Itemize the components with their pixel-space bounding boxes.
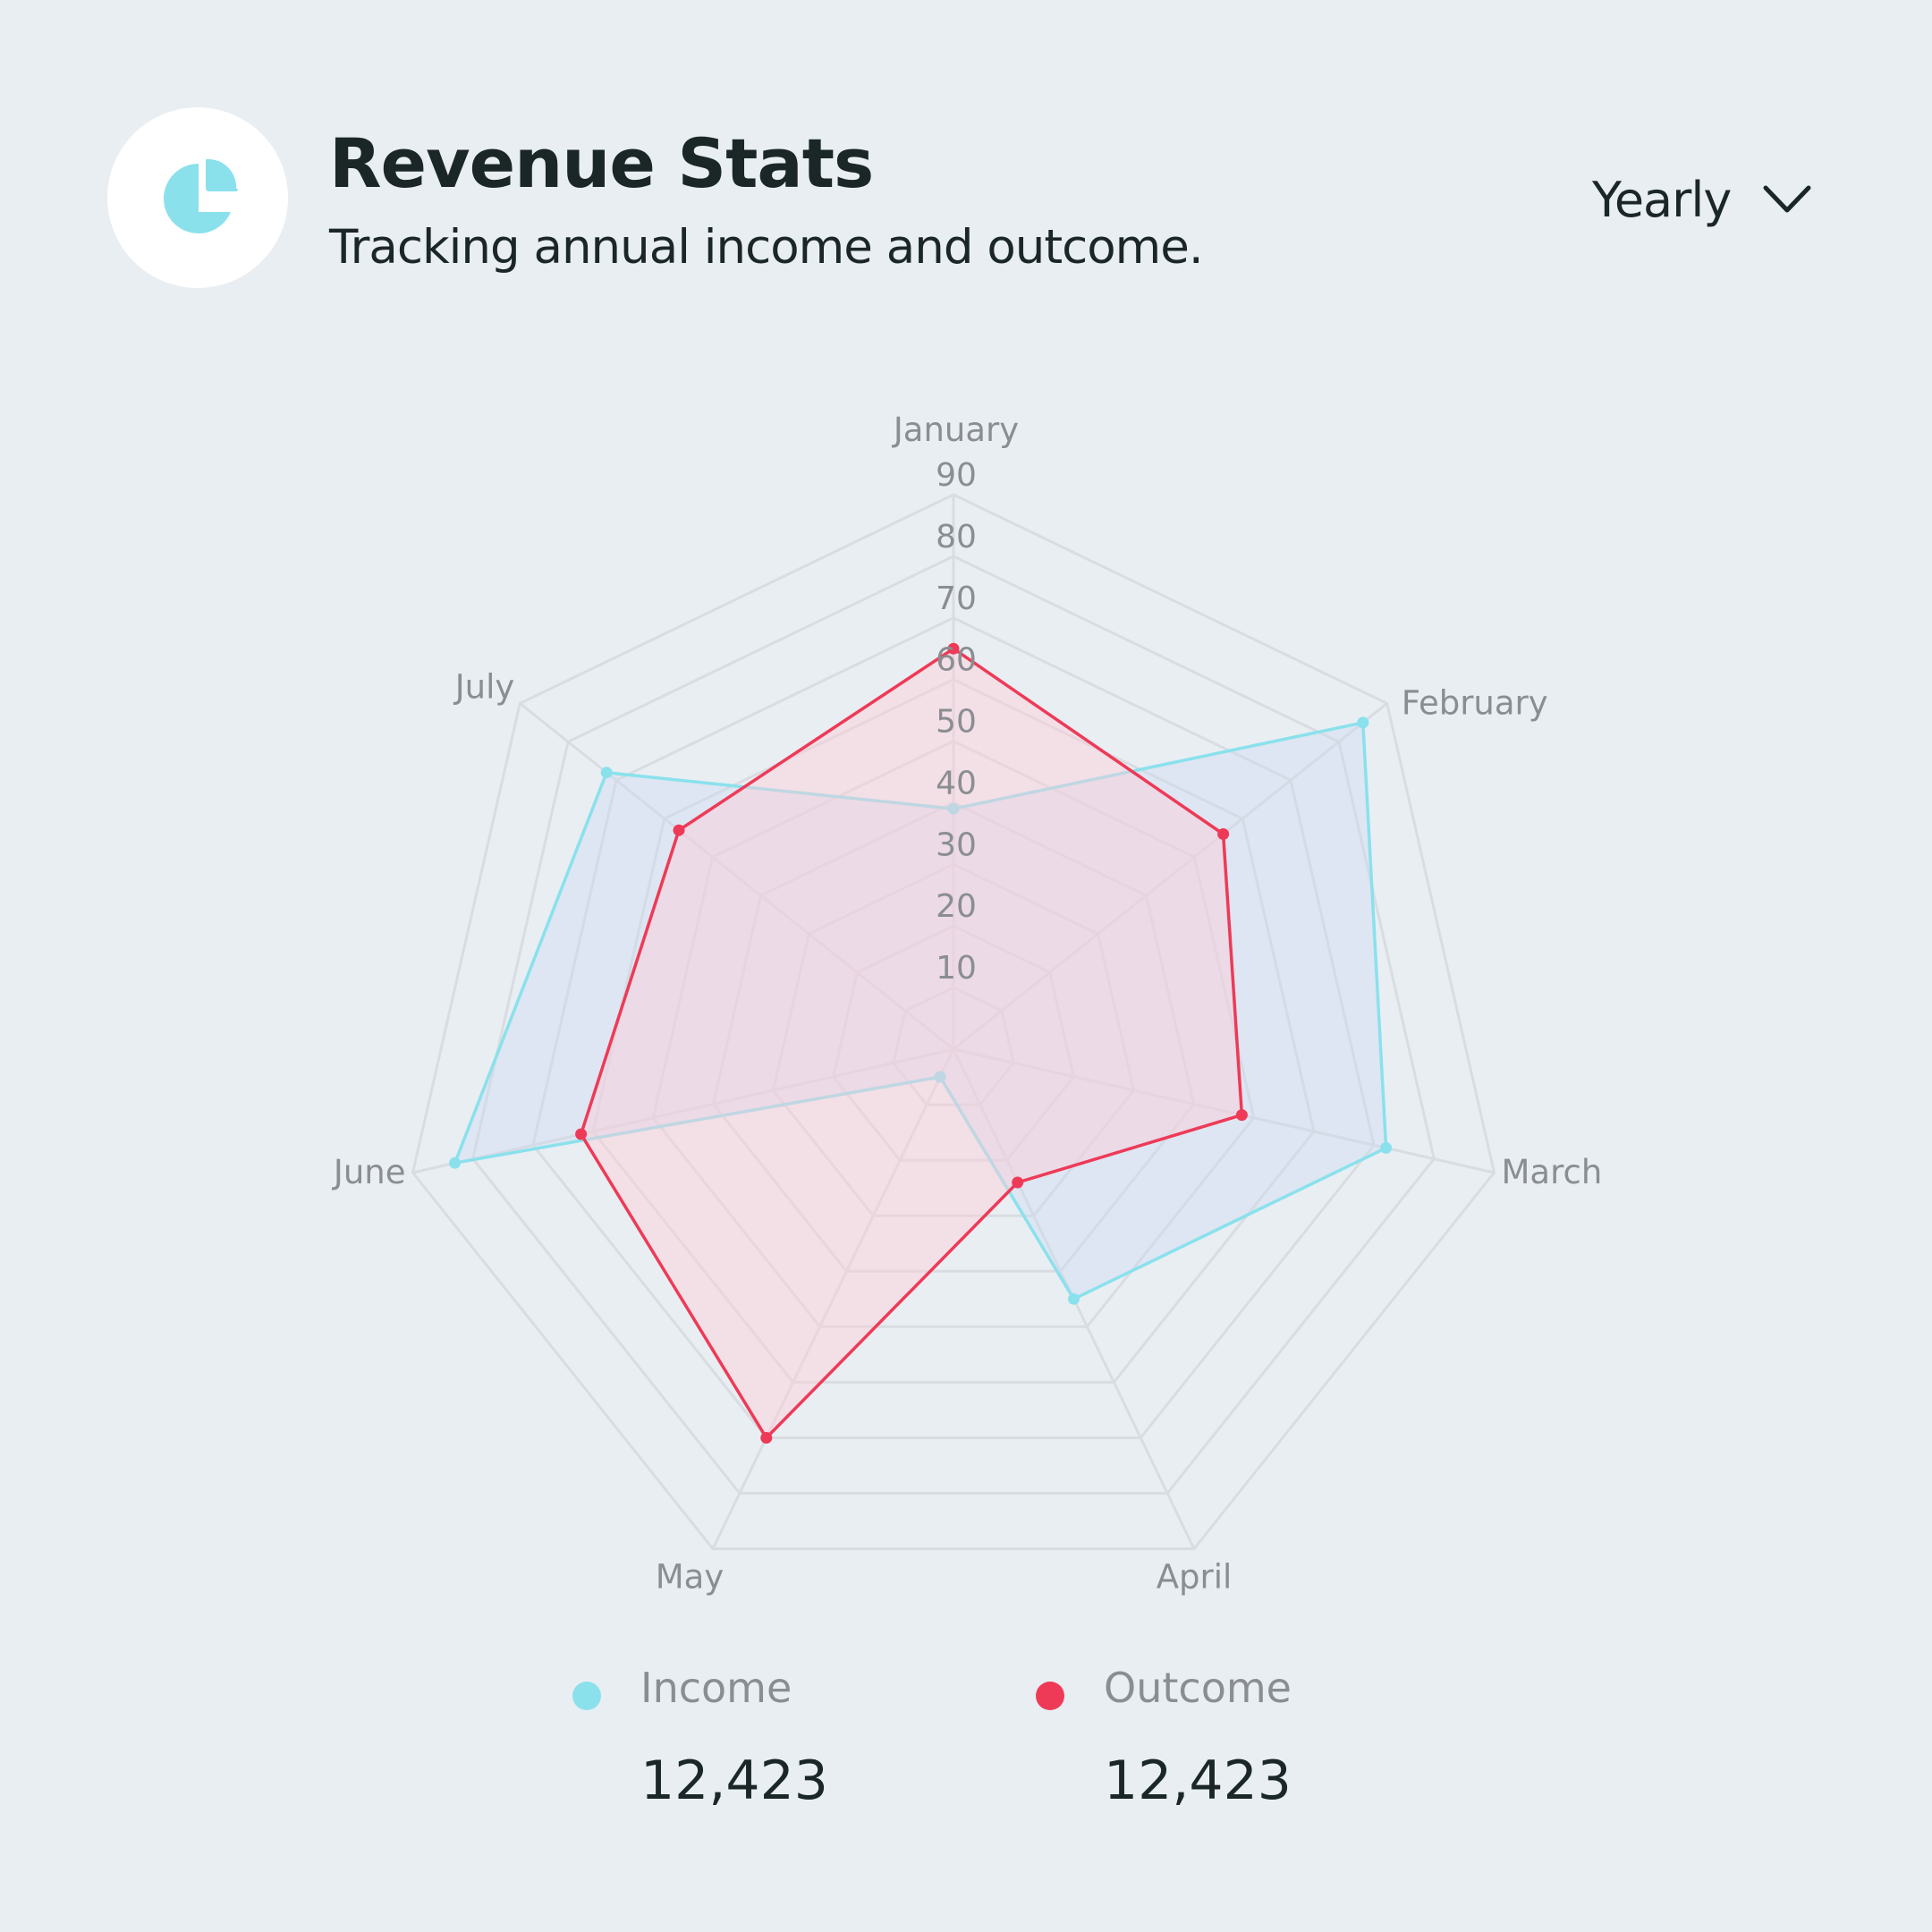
income-legend-dot <box>572 1682 601 1710</box>
income-point <box>1357 716 1369 729</box>
income-series-area <box>453 721 1388 1301</box>
axis-label-april: April <box>1157 1558 1233 1597</box>
grid-ring <box>411 493 1496 1551</box>
axis-label-may: May <box>656 1558 724 1597</box>
legend-label-income: Income <box>640 1664 792 1712</box>
axis-label-february: February <box>1402 683 1548 722</box>
outcome-point <box>575 1128 588 1140</box>
income-point <box>1380 1141 1393 1154</box>
outcome-point <box>673 824 685 836</box>
axis-label-january: January <box>892 411 1019 449</box>
axis-label-july: July <box>453 667 515 706</box>
income-point <box>1068 1292 1080 1305</box>
radar-grid <box>411 493 1496 1551</box>
outcome-point <box>760 1432 773 1444</box>
grid-ring <box>892 986 1015 1106</box>
radial-tick-label: 50 <box>936 704 977 741</box>
pie-chart-icon <box>164 158 238 233</box>
grid-ring <box>471 555 1436 1495</box>
radial-tick-labels: 10 20 30 40 50 60 70 80 90 <box>936 457 977 987</box>
radial-tick-label: 90 <box>936 457 977 494</box>
outcome-legend-dot <box>1036 1682 1064 1710</box>
outcome-point <box>1217 828 1230 840</box>
axis-label-june: June <box>332 1153 406 1191</box>
radial-tick-label: 40 <box>936 765 977 801</box>
legend-label-outcome: Outcome <box>1104 1664 1292 1712</box>
period-dropdown[interactable]: Yearly <box>1592 168 1811 231</box>
outcome-point <box>947 642 960 655</box>
grid-ring <box>591 678 1316 1384</box>
grid-ring <box>711 801 1196 1273</box>
page-subtitle: Tracking annual income and outcome. <box>329 220 1204 275</box>
outcome-point <box>1235 1109 1248 1122</box>
grid-ring <box>651 739 1256 1328</box>
radial-tick-label: 60 <box>936 642 977 679</box>
income-point <box>600 767 613 779</box>
radial-tick-label: 10 <box>936 950 977 987</box>
grid-ring <box>832 924 1075 1162</box>
grid-spoke <box>953 702 1388 1051</box>
outcome-series-area <box>579 647 1244 1440</box>
legend-value-income: 12,423 <box>640 1750 828 1812</box>
grid-ring <box>771 862 1136 1217</box>
grid-spoke <box>519 702 954 1051</box>
legend-value-outcome: 12,423 <box>1104 1750 1292 1812</box>
grid-spoke <box>711 1048 955 1550</box>
outcome-point <box>1012 1176 1024 1189</box>
page-title: Revenue Stats <box>329 123 874 203</box>
radial-tick-label: 30 <box>936 826 977 863</box>
radial-tick-label: 20 <box>936 888 977 925</box>
grid-ring <box>531 616 1376 1439</box>
radar-series <box>449 642 1393 1444</box>
grid-spoke <box>953 1047 1495 1174</box>
radial-tick-label: 70 <box>936 580 977 617</box>
chevron-down-icon <box>1763 185 1811 213</box>
grid-spoke <box>412 1047 954 1174</box>
income-point <box>934 1071 946 1083</box>
pie-chart-icon-badge <box>107 107 288 288</box>
income-point <box>449 1157 462 1169</box>
axis-labels: January February March April May June July <box>332 411 1602 1597</box>
period-selected-label: Yearly <box>1592 171 1732 228</box>
income-point <box>947 802 960 815</box>
axis-label-march: March <box>1502 1153 1603 1191</box>
radial-tick-label: 80 <box>936 519 977 555</box>
